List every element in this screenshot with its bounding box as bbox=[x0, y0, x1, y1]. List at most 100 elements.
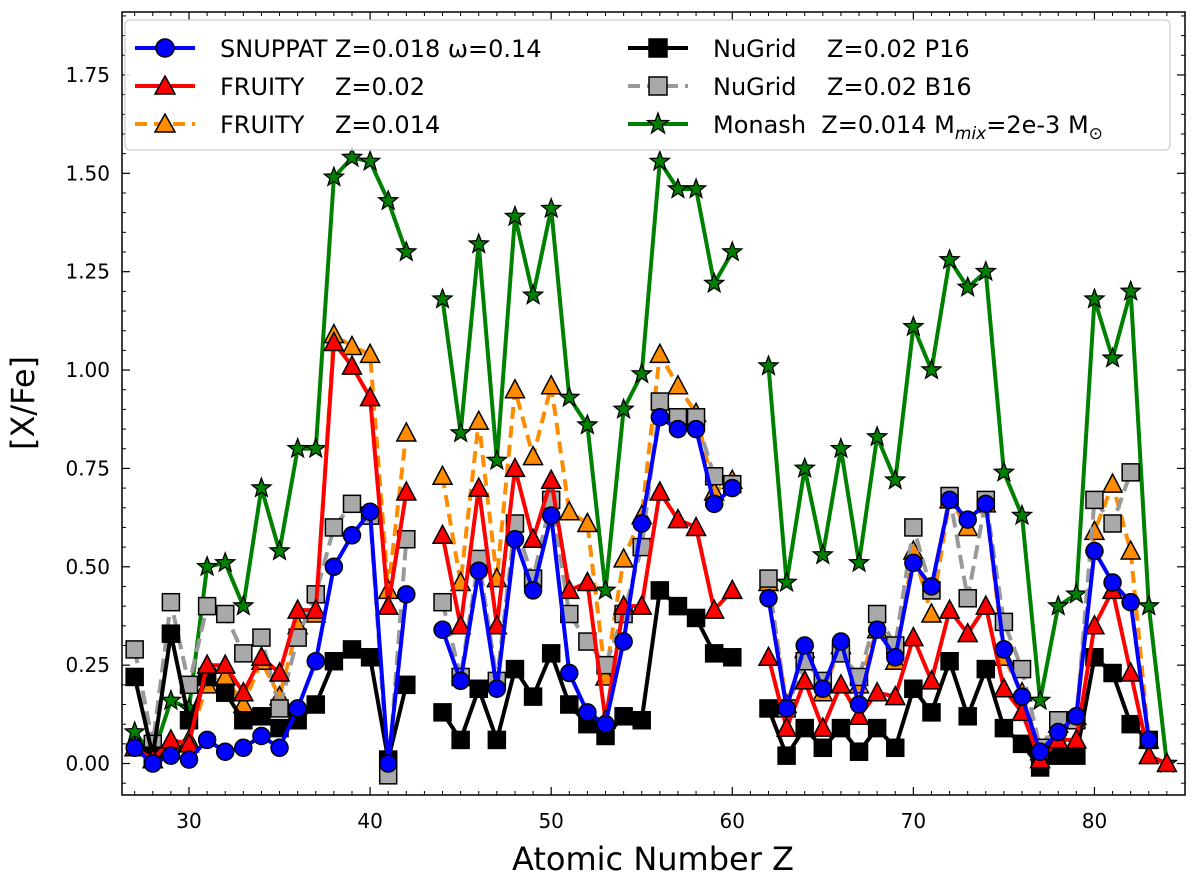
x-tick-label: 50 bbox=[538, 809, 563, 833]
data-point-snuppat-z-0-018-0-14 bbox=[252, 726, 271, 746]
data-point-snuppat-z-0-018-0-14 bbox=[1048, 722, 1068, 742]
data-point-monash-z-0-014-m bbox=[304, 436, 328, 459]
data-point-fruity-z-0-02 bbox=[757, 645, 780, 667]
data-point-fruity-z-0-014 bbox=[558, 500, 581, 521]
data-point-monash-z-0-014-m bbox=[539, 196, 563, 219]
data-point-snuppat-z-0-018-0-14 bbox=[1103, 573, 1122, 592]
data-point-monash-z-0-014-m bbox=[195, 554, 219, 577]
data-point-fruity-z-0-02 bbox=[468, 476, 490, 497]
data-point-monash-z-0-014-m bbox=[757, 354, 780, 376]
data-point-snuppat-z-0-018-0-14 bbox=[378, 754, 398, 773]
data-point-fruity-z-0-02 bbox=[540, 468, 562, 489]
data-point-fruity-z-0-02 bbox=[522, 527, 544, 548]
data-point-fruity-z-0-02 bbox=[812, 716, 834, 737]
data-point-fruity-z-0-02 bbox=[214, 653, 236, 674]
data-point-monash-z-0-014-m bbox=[1065, 582, 1088, 604]
data-point-fruity-z-0-014 bbox=[359, 342, 381, 364]
data-point-nugrid-z-0-02-p16 bbox=[505, 659, 525, 679]
data-point-nugrid-z-0-02-p16 bbox=[831, 718, 851, 738]
data-point-snuppat-z-0-018-0-14 bbox=[270, 738, 289, 758]
data-point-snuppat-z-0-018-0-14 bbox=[541, 506, 561, 525]
data-point-monash-z-0-014-m bbox=[684, 177, 708, 199]
legend-label-snuppat: SNUPPAT Z=0.018 ω=0.14 bbox=[220, 35, 542, 63]
data-point-snuppat-z-0-018-0-14 bbox=[560, 663, 579, 683]
legend-marker-fruity-002 bbox=[153, 74, 177, 95]
data-point-fruity-z-0-014 bbox=[1119, 539, 1142, 560]
data-point-snuppat-z-0-018-0-14 bbox=[849, 695, 869, 714]
data-point-snuppat-z-0-018-0-14 bbox=[886, 648, 905, 667]
y-tick-label: 0.50 bbox=[65, 555, 110, 579]
data-point-fruity-z-0-02 bbox=[395, 480, 418, 501]
data-point-nugrid-z-0-02-p16 bbox=[1012, 734, 1032, 754]
data-point-nugrid-z-0-02-p16 bbox=[215, 683, 235, 702]
data-point-nugrid-z-0-02-p16 bbox=[632, 710, 651, 730]
data-point-fruity-z-0-02 bbox=[576, 570, 599, 592]
data-point-fruity-z-0-02 bbox=[359, 385, 381, 407]
series-snuppat-z-0-018-0-14 bbox=[125, 408, 1159, 773]
legend-marker-fruity-0014 bbox=[153, 112, 177, 133]
data-point-monash-z-0-014-m bbox=[992, 460, 1016, 482]
x-tick-label: 70 bbox=[901, 809, 926, 833]
data-point-fruity-z-0-014 bbox=[431, 464, 454, 486]
legend-label-fruity-0014: FRUITY Z=0.014 bbox=[220, 111, 440, 139]
data-point-snuppat-z-0-018-0-14 bbox=[1121, 592, 1140, 612]
data-point-nugrid-z-0-02-p16 bbox=[795, 718, 814, 738]
data-point-fruity-z-0-02 bbox=[703, 598, 725, 619]
legend-marker-nugrid-b16 bbox=[648, 76, 668, 96]
data-point-snuppat-z-0-018-0-14 bbox=[867, 620, 887, 639]
legend-marker-monash bbox=[645, 111, 671, 135]
data-point-nugrid-z-0-02-b16 bbox=[324, 518, 344, 537]
data-point-snuppat-z-0-018-0-14 bbox=[288, 699, 307, 718]
series-fruity-z-0-02 bbox=[123, 330, 1178, 773]
data-point-nugrid-z-0-02-p16 bbox=[849, 742, 869, 761]
data-point-nugrid-z-0-02-p16 bbox=[886, 738, 905, 758]
data-point-snuppat-z-0-018-0-14 bbox=[686, 419, 706, 439]
data-point-fruity-z-0-02 bbox=[938, 598, 961, 619]
data-point-nugrid-z-0-02-p16 bbox=[234, 710, 253, 730]
data-point-fruity-z-0-02 bbox=[721, 578, 744, 600]
data-point-nugrid-z-0-02-p16 bbox=[704, 644, 724, 663]
series-line-snuppat-z-0-018-0-14 bbox=[766, 497, 1151, 754]
data-point-monash-z-0-014-m bbox=[594, 578, 617, 601]
data-point-monash-z-0-014-m bbox=[1119, 279, 1142, 302]
data-point-nugrid-z-0-02-p16 bbox=[940, 651, 959, 671]
data-point-monash-z-0-014-m bbox=[648, 149, 672, 172]
data-point-fruity-z-0-02 bbox=[196, 653, 218, 674]
data-point-monash-z-0-014-m bbox=[811, 543, 835, 565]
data-point-monash-z-0-014-m bbox=[721, 240, 744, 262]
y-axis-label: [X/Fe] bbox=[4, 356, 42, 450]
y-tick-label: 1.00 bbox=[65, 358, 110, 382]
data-point-snuppat-z-0-018-0-14 bbox=[831, 632, 851, 651]
data-point-monash-z-0-014-m bbox=[395, 240, 418, 262]
legend-marker-snuppat bbox=[155, 38, 175, 58]
data-point-snuppat-z-0-018-0-14 bbox=[179, 750, 199, 769]
data-point-fruity-z-0-02 bbox=[630, 594, 653, 615]
data-point-fruity-z-0-014 bbox=[468, 409, 490, 430]
data-point-monash-z-0-014-m bbox=[521, 283, 545, 305]
data-point-snuppat-z-0-018-0-14 bbox=[143, 754, 163, 773]
data-point-nugrid-z-0-02-p16 bbox=[904, 679, 923, 699]
data-point-nugrid-z-0-02-b16 bbox=[1121, 463, 1140, 482]
data-point-nugrid-z-0-02-p16 bbox=[813, 738, 833, 758]
data-point-snuppat-z-0-018-0-14 bbox=[976, 494, 996, 514]
data-point-fruity-z-0-02 bbox=[775, 716, 798, 737]
data-point-monash-z-0-014-m bbox=[485, 448, 509, 471]
series-layer bbox=[123, 145, 1179, 785]
data-point-snuppat-z-0-018-0-14 bbox=[306, 651, 326, 671]
data-point-nugrid-z-0-02-b16 bbox=[650, 392, 670, 411]
data-point-fruity-z-0-014 bbox=[504, 378, 526, 399]
data-point-fruity-z-0-02 bbox=[848, 704, 870, 726]
data-point-monash-z-0-014-m bbox=[1046, 594, 1070, 616]
data-point-nugrid-z-0-02-b16 bbox=[1103, 514, 1122, 533]
data-point-nugrid-z-0-02-p16 bbox=[161, 624, 181, 643]
y-tick-label: 0.25 bbox=[65, 653, 110, 677]
data-point-monash-z-0-014-m bbox=[431, 287, 454, 309]
data-point-nugrid-z-0-02-p16 bbox=[433, 703, 452, 722]
data-point-nugrid-z-0-02-p16 bbox=[686, 608, 706, 628]
data-point-nugrid-z-0-02-p16 bbox=[1103, 663, 1122, 683]
data-point-snuppat-z-0-018-0-14 bbox=[161, 746, 181, 765]
data-point-snuppat-z-0-018-0-14 bbox=[505, 529, 525, 549]
series-line-snuppat-z-0-018-0-14 bbox=[133, 509, 409, 766]
data-point-nugrid-z-0-02-p16 bbox=[360, 648, 380, 667]
data-point-snuppat-z-0-018-0-14 bbox=[1012, 687, 1032, 706]
